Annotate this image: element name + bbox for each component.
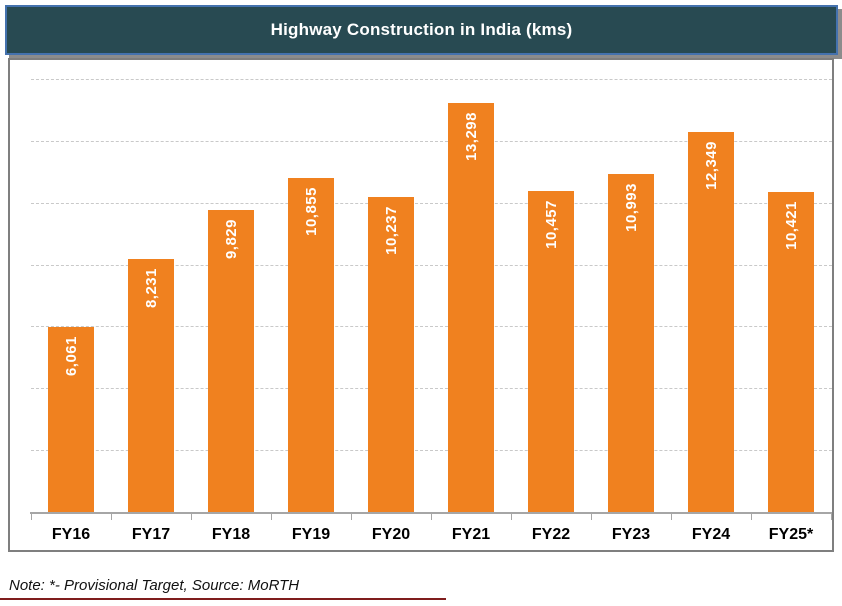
x-axis-label-FY19: FY19 — [291, 526, 331, 543]
x-axis-label-FY25*: FY25* — [768, 526, 814, 543]
gridline-4000 — [31, 388, 832, 390]
source-note: Note: *- Provisional Target, Source: MoR… — [9, 577, 300, 594]
x-axis-label-FY22: FY22 — [531, 526, 571, 543]
bar-FY22: 10,457 — [528, 190, 574, 514]
x-axis-label-FY20: FY20 — [371, 526, 411, 543]
bar-label-wrap: 12,349 — [688, 132, 734, 514]
gridline-14000 — [31, 79, 832, 80]
x-axis-tick — [271, 514, 272, 520]
x-axis-label-FY24: FY24 — [691, 526, 731, 543]
bar-value-label: 10,993 — [622, 183, 640, 232]
bar-value-label: 10,421 — [782, 200, 800, 250]
bar-label-wrap: 6,061 — [48, 327, 94, 515]
gridline-2000 — [31, 450, 832, 452]
bar-value-label: 8,231 — [142, 268, 160, 309]
chart-title-bar: Highway Construction in India (kms) — [5, 5, 838, 55]
gridline-6000 — [31, 326, 832, 328]
gridline-12000 — [31, 140, 832, 142]
bar-FY20: 10,237 — [368, 197, 414, 514]
x-axis-line — [30, 512, 832, 514]
x-axis-label-FY21: FY21 — [451, 526, 491, 543]
chart-title: Highway Construction in India (kms) — [270, 20, 573, 39]
bar-value-label: 9,829 — [222, 219, 240, 260]
x-axis-tick — [111, 514, 112, 520]
bar-value-label: 10,237 — [382, 206, 400, 256]
bar-label-wrap: 10,993 — [608, 174, 654, 514]
bar-value-label: 13,298 — [462, 111, 480, 161]
bar-value-label: 10,457 — [542, 199, 560, 249]
x-axis-tick — [671, 514, 672, 520]
chart-area: 6,061 8,231 9,829 10,855 10,237 13,298 10,457 1… — [8, 58, 834, 552]
x-axis-tick — [751, 514, 752, 520]
x-axis-tick — [511, 514, 512, 520]
x-axis-tick — [351, 514, 352, 520]
bar-FY17: 8,231 — [128, 259, 174, 514]
x-axis-tick — [31, 514, 32, 520]
x-axis-label-FY16: FY16 — [51, 526, 91, 543]
bar-label-wrap: 8,231 — [128, 259, 174, 514]
bar-FY19: 10,855 — [288, 178, 334, 514]
x-axis-tick — [431, 514, 432, 520]
x-axis-tick — [831, 514, 832, 520]
bar-label-wrap: 13,298 — [448, 103, 494, 514]
bar-label-wrap: 9,829 — [208, 210, 254, 514]
bar-FY25*: 10,421 — [768, 191, 814, 514]
x-axis-label-FY23: FY23 — [611, 526, 651, 543]
bar-value-label: 6,061 — [62, 335, 80, 376]
bar-FY16: 6,061 — [48, 326, 94, 515]
bar-label-wrap: 10,421 — [768, 192, 814, 514]
bar-FY18: 9,829 — [208, 210, 254, 514]
bar-FY24: 12,349 — [688, 132, 734, 514]
bar-value-label: 10,855 — [302, 187, 320, 237]
bar-FY21: 13,298 — [448, 102, 494, 514]
bar-label-wrap: 10,237 — [368, 197, 414, 514]
plot-area: 6,061 8,231 9,829 10,855 10,237 13,298 10,457 1… — [10, 60, 832, 550]
gridline-10000 — [31, 202, 832, 204]
gridline-8000 — [31, 264, 832, 266]
note-underline — [0, 598, 446, 600]
bar-value-label: 12,349 — [702, 141, 720, 190]
x-axis-label-FY18: FY18 — [211, 526, 251, 543]
bar-FY23: 10,993 — [608, 174, 654, 514]
bar-label-wrap: 10,457 — [528, 191, 574, 514]
bar-label-wrap: 10,855 — [288, 178, 334, 514]
x-axis-tick — [591, 514, 592, 520]
x-axis-tick — [191, 514, 192, 520]
x-axis-label-FY17: FY17 — [131, 526, 171, 543]
